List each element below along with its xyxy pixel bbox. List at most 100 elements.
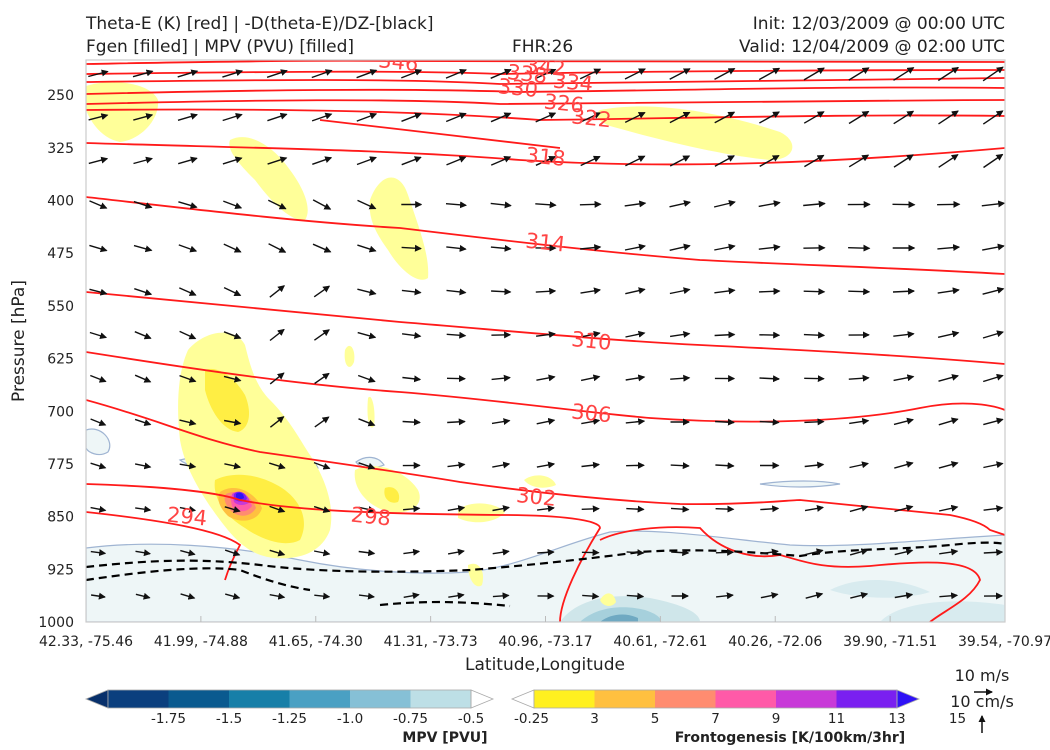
- theta-e-contour: [319, 119, 561, 149]
- wind-arrow: [760, 592, 779, 599]
- wind-arrow: [893, 67, 915, 81]
- wind-arrow: [222, 112, 243, 122]
- colorbar-tick-label: -0.5: [458, 711, 484, 727]
- wind-arrow: [267, 112, 288, 122]
- colorbar-tick-label: -1.25: [272, 711, 307, 727]
- fgen-fill: [236, 492, 244, 500]
- title-left-line2: Fgen [filled] | MPV (PVU) [filled]: [86, 37, 355, 57]
- wind-arrow: [266, 69, 288, 78]
- colorbar-tick-label: -0.75: [393, 711, 428, 727]
- wind-reference-horizontal-label: 10 m/s: [955, 666, 1010, 685]
- wind-arrow: [805, 591, 824, 599]
- wind-arrow: [133, 113, 154, 121]
- wind-arrow: [223, 418, 242, 426]
- wind-arrow: [580, 155, 601, 167]
- wind-arrow: [445, 68, 467, 79]
- wind-arrow: [669, 200, 691, 208]
- stability-contours: [86, 541, 1005, 608]
- wind-arrow: [223, 200, 243, 210]
- wind-arrow: [536, 374, 556, 382]
- wind-arrow: [269, 549, 286, 557]
- colorbar-frame: [107, 689, 472, 709]
- y-tick-label: 925: [47, 562, 74, 578]
- wind-arrow: [894, 592, 914, 599]
- wind-arrow: [180, 549, 196, 557]
- wind-arrow: [401, 156, 422, 166]
- fgen-fill: [384, 487, 400, 503]
- wind-arrow: [135, 592, 151, 600]
- wind-arrow: [403, 548, 421, 556]
- wind-arrow: [716, 592, 734, 600]
- wind-arrow: [759, 154, 780, 168]
- wind-arrow: [580, 244, 602, 252]
- wind-arrow: [581, 505, 600, 513]
- theta-e-label: 318: [524, 143, 566, 171]
- wind-arrow: [134, 374, 152, 383]
- wind-arrow: [938, 461, 959, 469]
- wind-arrow: [401, 69, 423, 79]
- wind-arrow: [894, 548, 914, 556]
- wind-arrow: [670, 462, 690, 470]
- wind-arrow: [222, 69, 244, 78]
- wind-arrow: [624, 200, 647, 208]
- wind-arrow: [850, 591, 869, 599]
- mpv-fill: [830, 580, 930, 598]
- wind-arrow: [134, 331, 152, 340]
- wind-arrow: [982, 330, 1004, 339]
- wind-arrow: [178, 156, 198, 165]
- wind-arrow: [312, 156, 333, 165]
- colorbar-tick-label: 3: [590, 711, 599, 727]
- x-tick-label: 40.26, -72.06: [728, 634, 822, 650]
- wind-arrow: [848, 288, 871, 296]
- x-tick-label: 39.90, -71.51: [843, 634, 937, 650]
- colorbar-swatch: [289, 690, 351, 708]
- wind-arrow: [358, 549, 376, 557]
- wind-arrow: [849, 504, 869, 513]
- wind-arrow: [356, 156, 377, 166]
- wind-arrow: [580, 330, 601, 338]
- wind-arrow: [669, 330, 691, 338]
- x-tick-label: 39.54, -70.97: [958, 634, 1050, 650]
- wind-arrow: [759, 418, 780, 426]
- wind-arrow: [89, 244, 108, 253]
- wind-arrow: [180, 593, 196, 600]
- wind-reference-vertical-label: 10 cm/s: [950, 692, 1014, 711]
- mpv-fill: [880, 601, 1005, 622]
- wind-arrow: [893, 374, 915, 382]
- wind-arrow: [804, 461, 825, 469]
- wind-arrow: [446, 244, 467, 252]
- y-tick-label: 475: [47, 246, 74, 262]
- wind-arrow: [758, 287, 781, 295]
- wind-arrow: [90, 549, 107, 557]
- wind-arrow: [491, 288, 512, 296]
- wind-arrow: [269, 285, 285, 298]
- wind-arrow: [580, 287, 601, 295]
- y-tick-label: 700: [47, 404, 74, 420]
- theta-e-label: 330: [497, 74, 539, 102]
- theta-e-label: 322: [570, 104, 612, 132]
- wind-arrow: [714, 331, 736, 339]
- wind-arrow: [982, 286, 1005, 295]
- x-axis: 42.33, -75.46 41.99, -74.88 41.65, -74.30 4…: [39, 616, 1050, 650]
- wind-arrow: [803, 111, 825, 124]
- stability-contour: [86, 541, 1005, 573]
- wind-arrow: [178, 201, 198, 209]
- theta-e-label: 346: [377, 48, 419, 76]
- wind-arrow: [715, 418, 735, 426]
- wind-arrow: [223, 286, 242, 297]
- wind-arrow: [982, 373, 1004, 383]
- wind-arrow: [803, 200, 826, 208]
- wind-arrow: [669, 68, 691, 80]
- wind-arrow: [981, 200, 1005, 208]
- colorbar-swatch: [168, 690, 230, 708]
- wind-arrow: [982, 66, 1004, 82]
- wind-arrow: [670, 505, 690, 513]
- wind-arrow: [804, 418, 825, 426]
- colorbar-swatch: [410, 690, 472, 708]
- colorbar-swatch: [108, 690, 169, 708]
- fgen-fill: [229, 137, 308, 221]
- wind-arrow: [357, 244, 377, 253]
- wind-arrow: [893, 154, 914, 168]
- wind-arrow: [937, 66, 960, 82]
